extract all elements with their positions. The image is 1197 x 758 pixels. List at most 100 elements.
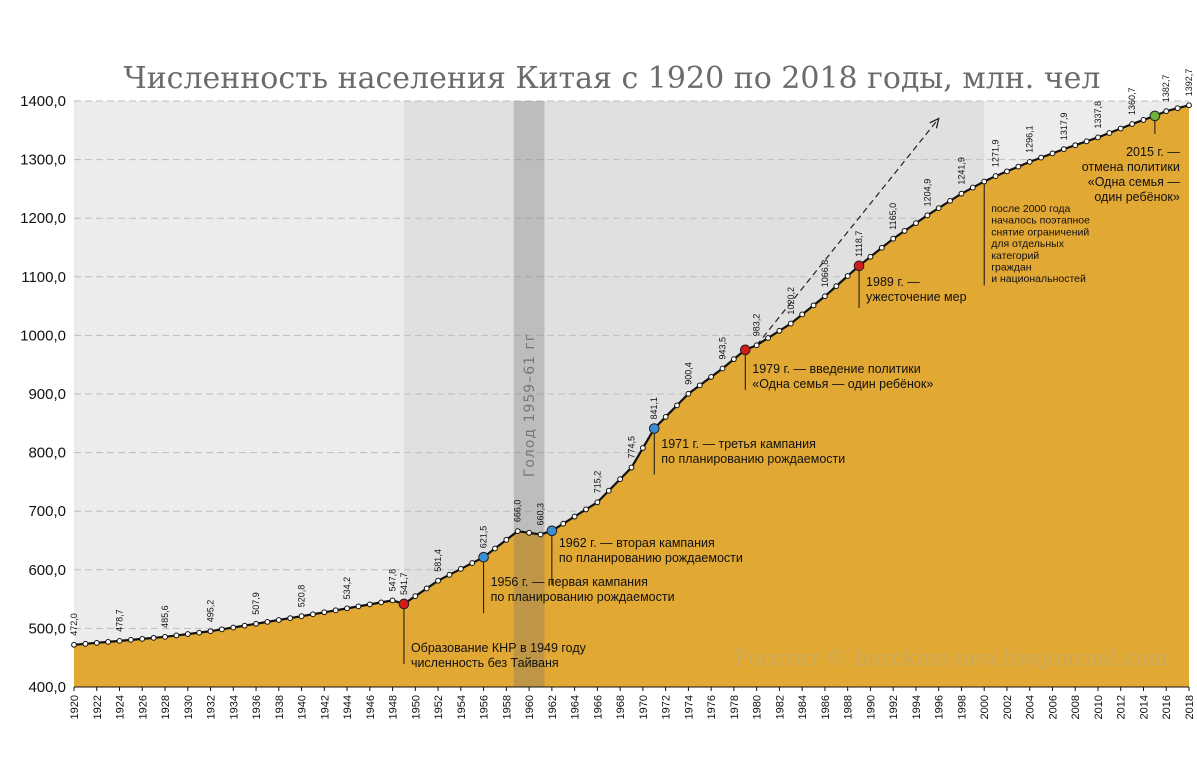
y-tick-label: 1100,0 (21, 269, 66, 286)
data-point-marker (947, 197, 953, 204)
annotation-text: началось поэтапное (991, 215, 1090, 227)
data-point-marker (469, 560, 476, 566)
data-point-marker (981, 178, 988, 185)
annotation-text: по планированию рождаемости (491, 590, 675, 604)
x-tick-label: 1942 (319, 695, 331, 719)
data-point-marker (1049, 150, 1056, 157)
data-point-marker (685, 390, 692, 397)
x-tick-label: 1926 (137, 695, 149, 719)
marker-layer (71, 102, 1192, 648)
data-point-marker (719, 365, 726, 372)
data-point-marker (389, 597, 396, 604)
data-point-marker (822, 293, 828, 300)
data-point-marker (150, 634, 157, 641)
y-tick-label: 1300,0 (20, 152, 66, 169)
data-point-marker (116, 637, 123, 644)
data-point-marker (82, 640, 89, 647)
trend-arrow-line (756, 118, 940, 346)
x-tick-label: 1982 (774, 695, 786, 719)
data-point-marker (799, 311, 806, 318)
highlight-marker (478, 551, 489, 563)
value-label: 943,5 (718, 337, 728, 360)
value-label: 534,2 (342, 577, 352, 600)
x-tick-label: 1970 (638, 695, 650, 719)
data-point-marker (139, 635, 146, 642)
value-label: 1337,8 (1093, 101, 1103, 129)
data-point-marker (753, 342, 760, 349)
data-point-marker (605, 487, 612, 494)
x-tick-label: 1938 (274, 695, 286, 719)
x-tick-label: 2000 (979, 695, 991, 719)
x-tick-label: 1976 (706, 695, 718, 719)
data-point-marker (890, 235, 897, 242)
data-point-marker (1140, 117, 1147, 123)
data-point-marker (127, 636, 134, 643)
value-label: 1165,0 (888, 203, 898, 230)
data-point-marker (787, 320, 794, 327)
data-point-marker (344, 605, 350, 612)
value-label: 983,2 (752, 314, 762, 337)
x-tick-label: 2004 (1025, 695, 1037, 719)
axis-layer: 400,0 500,0 600,0 700,0 800,0 900,0 1000,0 1100… (20, 93, 1196, 719)
x-tick-label: 1974 (683, 695, 695, 719)
annotation-lines-layer (403, 115, 1156, 664)
x-tick-label: 1948 (388, 695, 400, 719)
value-label: 1271,9 (991, 140, 1001, 168)
data-point-marker (287, 615, 294, 622)
famine-label: Голод 1959–61 гг (522, 333, 538, 477)
x-tick-label: 2012 (1116, 695, 1128, 719)
trend-arrow-head (929, 117, 940, 129)
data-point-marker (878, 244, 885, 251)
x-tick-label: 1998 (956, 695, 968, 719)
value-label: 1360,7 (1127, 87, 1137, 115)
x-tick-label: 2008 (1070, 695, 1082, 719)
data-point-marker (298, 613, 305, 620)
x-tick-label: 1968 (615, 695, 627, 719)
x-tick-label: 1940 (297, 695, 309, 719)
x-tick-label: 1946 (365, 695, 377, 719)
y-tick-label: 1400,0 (20, 93, 66, 110)
x-tick-label: 2014 (1138, 695, 1150, 719)
annotation-text: численность без Тайваня (411, 656, 559, 670)
value-label-layer: 472,0 478,7 485,6 495,2 507,9 520,8 534,2 547,8… (69, 69, 1194, 636)
annotation-text: по планированию рождаемости (661, 452, 845, 466)
data-point-marker (844, 273, 851, 279)
data-point-marker (1095, 134, 1101, 141)
data-point-marker (321, 609, 328, 616)
highlight-marker (1149, 110, 1161, 122)
annotation-text: категорий (991, 250, 1039, 262)
data-point-marker (1163, 108, 1170, 115)
data-point-marker (310, 611, 316, 618)
annotation-text: 1971 г. — третья кампания (661, 437, 816, 451)
data-point-marker (913, 220, 919, 227)
annotation-text: отмена политики (1082, 160, 1180, 174)
data-point-marker (207, 628, 214, 635)
x-tick-label: 1924 (115, 695, 127, 719)
data-point-marker (241, 622, 248, 629)
data-point-marker (1186, 102, 1192, 109)
x-tick-label: 1984 (797, 695, 809, 719)
value-label: 495,2 (206, 600, 216, 623)
x-tick-label: 2018 (1184, 695, 1196, 719)
value-label: 900,4 (683, 362, 693, 385)
data-point-marker (1015, 163, 1022, 170)
y-tick-label: 500,0 (28, 620, 66, 637)
x-tick-label: 1934 (228, 695, 240, 719)
data-point-marker (776, 327, 783, 334)
data-point-marker (674, 402, 680, 409)
annotation-text: снятие ограничений (991, 226, 1089, 238)
data-point-marker (366, 601, 373, 608)
value-label: 1241,9 (956, 157, 966, 185)
data-point-marker (810, 302, 817, 309)
data-point-marker (594, 499, 601, 506)
data-point-marker (503, 536, 510, 543)
annotation-text: 1979 г. — введение политики (752, 362, 921, 376)
data-point-marker (219, 626, 225, 633)
x-tick-label: 1920 (69, 695, 81, 719)
annotation-text: для отдельных (991, 238, 1064, 250)
data-point-marker (173, 632, 180, 639)
data-point-marker (275, 617, 282, 623)
value-label: 1066,8 (820, 260, 830, 288)
x-tick-label: 1986 (820, 695, 832, 719)
data-point-marker (867, 253, 874, 260)
